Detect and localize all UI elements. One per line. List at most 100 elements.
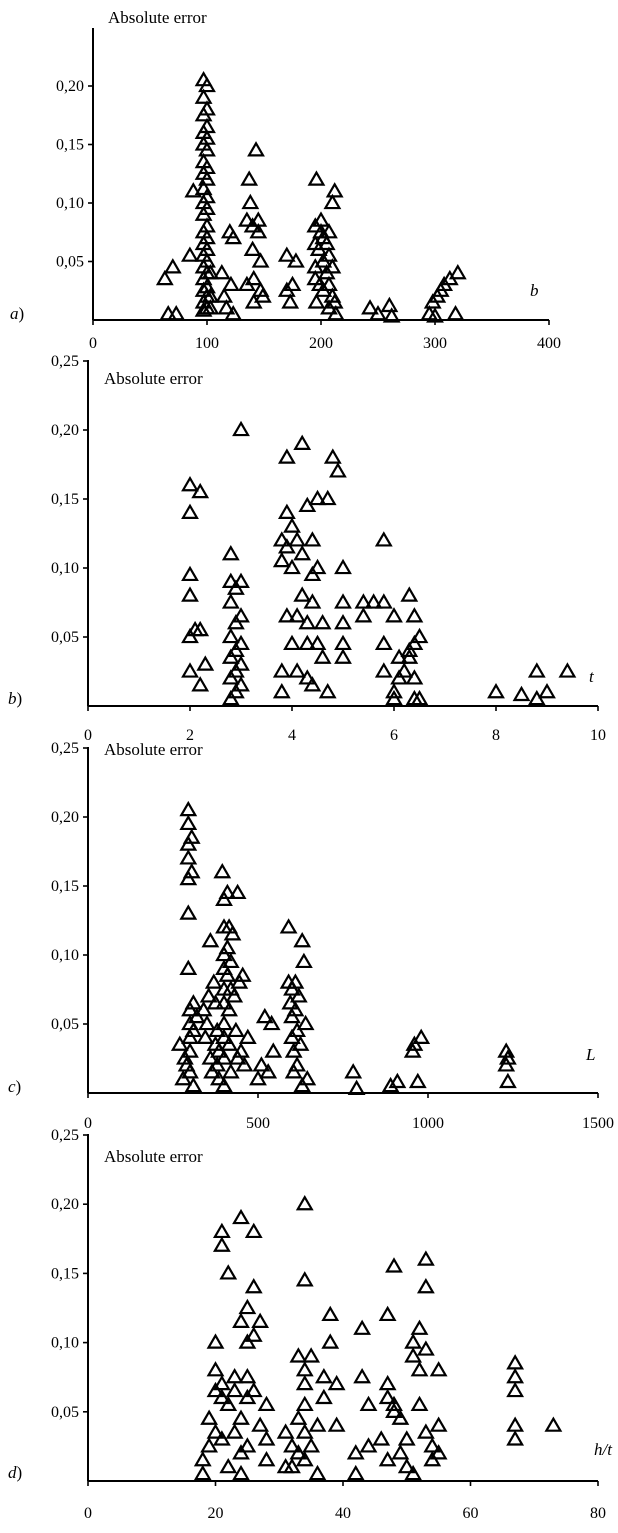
data-point-marker [298,614,317,630]
panel-label: c) [8,1077,21,1096]
data-point-marker [323,193,342,210]
data-point-marker [506,1354,525,1370]
data-point-marker [506,1416,525,1432]
data-point-marker [253,287,272,303]
data-point-marker [313,648,332,664]
data-point-marker [198,1014,216,1031]
y-tick-label: 0,10 [51,560,79,577]
data-point-marker [272,531,291,547]
data-point-marker [247,141,265,157]
data-point-marker [201,299,220,315]
panel-b-t-vs-error: Absolute error t b) 0,05 0,10 0,15 0,20 0,25… [8,353,606,744]
data-point-marker [198,170,216,186]
data-point-marker [388,1072,407,1089]
data-point-marker [191,482,210,499]
data-point-marker [212,264,231,280]
data-point-marker [498,1072,517,1089]
data-point-marker [184,1076,203,1093]
data-point-marker [257,1451,276,1467]
x-tick-label: 100 [195,335,219,352]
data-point-marker [257,1395,276,1412]
data-point-marker [313,614,332,630]
data-point-marker [226,1021,245,1038]
data-point-marker [281,293,300,309]
data-point-marker [200,1409,219,1425]
data-point-marker [369,304,387,321]
data-point-marker [277,246,296,262]
data-point-marker [327,1374,346,1391]
data-point-marker [408,1072,427,1089]
data-point-marker [385,1395,403,1412]
data-point-marker [225,987,244,1003]
data-point-marker [293,434,312,450]
data-point-marker [346,1444,365,1460]
data-point-marker [232,607,250,623]
data-point-marker [397,1430,416,1446]
data-point-marker [179,959,198,975]
data-point-marker [498,1049,517,1065]
data-point-marker [277,503,296,519]
data-point-marker [221,545,240,561]
data-point-marker [181,662,199,678]
x-axis-title: b [530,281,539,300]
data-point-marker [277,448,296,464]
data-point-marker [334,558,352,575]
data-point-marker [538,683,556,699]
data-point-marker [323,258,342,274]
panel-c-L-vs-error: Absolute error L c) 0,05 0,10 0,15 0,20 0,25… [8,740,614,1132]
data-point-marker [291,1035,310,1051]
data-point-marker [251,252,270,268]
data-point-marker [244,1278,263,1294]
data-point-marker [238,1298,257,1315]
data-point-marker [286,1001,305,1017]
data-point-marker [512,685,531,702]
data-point-marker [400,648,419,664]
y-tick-label: 0,10 [51,1335,79,1352]
data-point-marker [219,1395,238,1412]
x-axis-title: L [585,1045,595,1064]
data-point-marker [182,828,201,844]
data-point-marker [181,1042,199,1058]
data-point-marker [182,863,201,879]
data-point-marker [405,669,424,685]
data-point-marker [264,1042,283,1058]
data-point-marker [374,531,393,547]
data-point-marker [272,551,291,568]
data-point-marker [296,1014,315,1031]
data-point-marker [378,1451,397,1467]
data-point-marker [320,246,338,262]
data-point-marker [167,304,186,321]
data-point-marker [218,883,237,900]
data-point-marker [224,304,243,321]
data-point-marker [212,1388,231,1405]
data-point-marker [249,211,268,227]
data-point-marker [244,1222,263,1239]
data-point-marker [232,572,250,588]
data-point-marker [181,565,199,582]
data-point-marker [221,627,240,644]
data-point-marker [289,1444,308,1460]
data-point-marker [391,1409,410,1425]
data-point-marker [288,607,307,623]
data-point-marker [212,1236,231,1252]
data-point-marker [283,634,301,651]
x-tick-label: 10 [590,727,606,744]
data-point-marker [397,1457,416,1474]
y-tick-label: 0,20 [51,1196,79,1213]
data-point-marker [221,1063,240,1079]
y-tick-label: 0,10 [51,947,79,964]
data-point-marker [385,607,403,623]
data-point-marker [244,1326,263,1342]
data-point-marker [212,1222,231,1239]
data-point-marker [221,593,240,609]
data-point-marker [318,489,337,506]
data-point-marker [321,1305,340,1322]
data-point-marker [289,1347,308,1363]
data-point-marker [232,1464,250,1481]
data-point-marker [416,1278,435,1294]
data-point-marker [506,1368,525,1384]
data-point-marker [237,211,256,227]
data-point-marker [385,1257,403,1273]
data-point-marker [277,607,296,623]
x-tick-label: 60 [463,1505,479,1522]
